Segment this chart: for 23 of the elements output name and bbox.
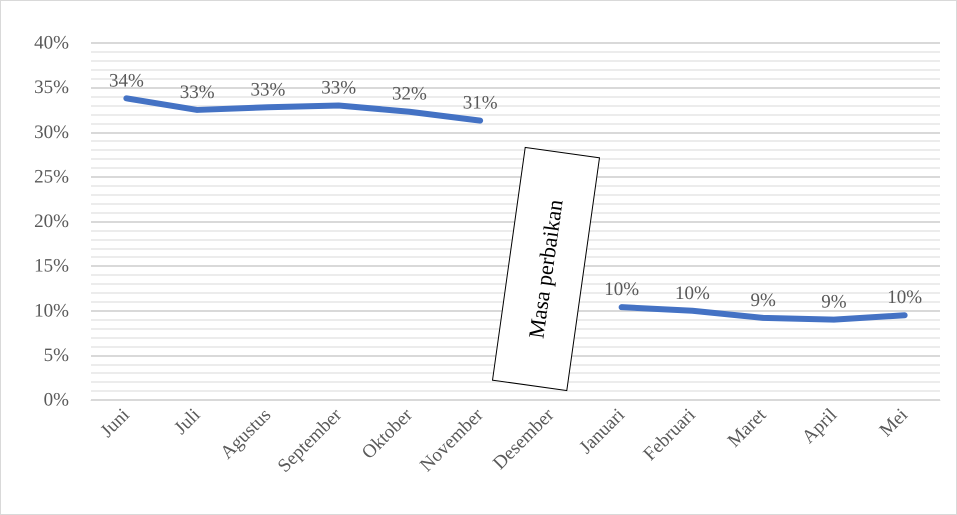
- y-tick-label: 10%: [34, 300, 70, 322]
- y-tick-label: 25%: [34, 166, 70, 188]
- y-tick-label: 30%: [34, 122, 70, 143]
- data-label: 10%: [887, 287, 922, 308]
- data-label: 32%: [392, 84, 427, 105]
- data-label: 10%: [604, 279, 640, 300]
- y-tick-label: 0%: [44, 390, 70, 410]
- x-tick-label: Mei: [876, 404, 912, 442]
- x-tick-label: Juni: [96, 404, 134, 442]
- data-label: 31%: [462, 92, 498, 114]
- data-label: 9%: [750, 290, 776, 311]
- y-tick-label: 20%: [34, 211, 70, 232]
- data-label: 9%: [821, 292, 847, 313]
- data-label: 33%: [321, 77, 356, 98]
- y-tick-label: 35%: [34, 77, 70, 98]
- data-label: 33%: [250, 79, 286, 100]
- x-tick-label: Juli: [170, 404, 205, 439]
- y-tick-label: 15%: [34, 256, 70, 277]
- y-tick-label: 5%: [44, 344, 70, 366]
- data-label: 33%: [180, 82, 215, 103]
- data-label: 34%: [108, 70, 144, 92]
- y-tick-label: 40%: [34, 32, 70, 54]
- data-label: 10%: [674, 282, 710, 304]
